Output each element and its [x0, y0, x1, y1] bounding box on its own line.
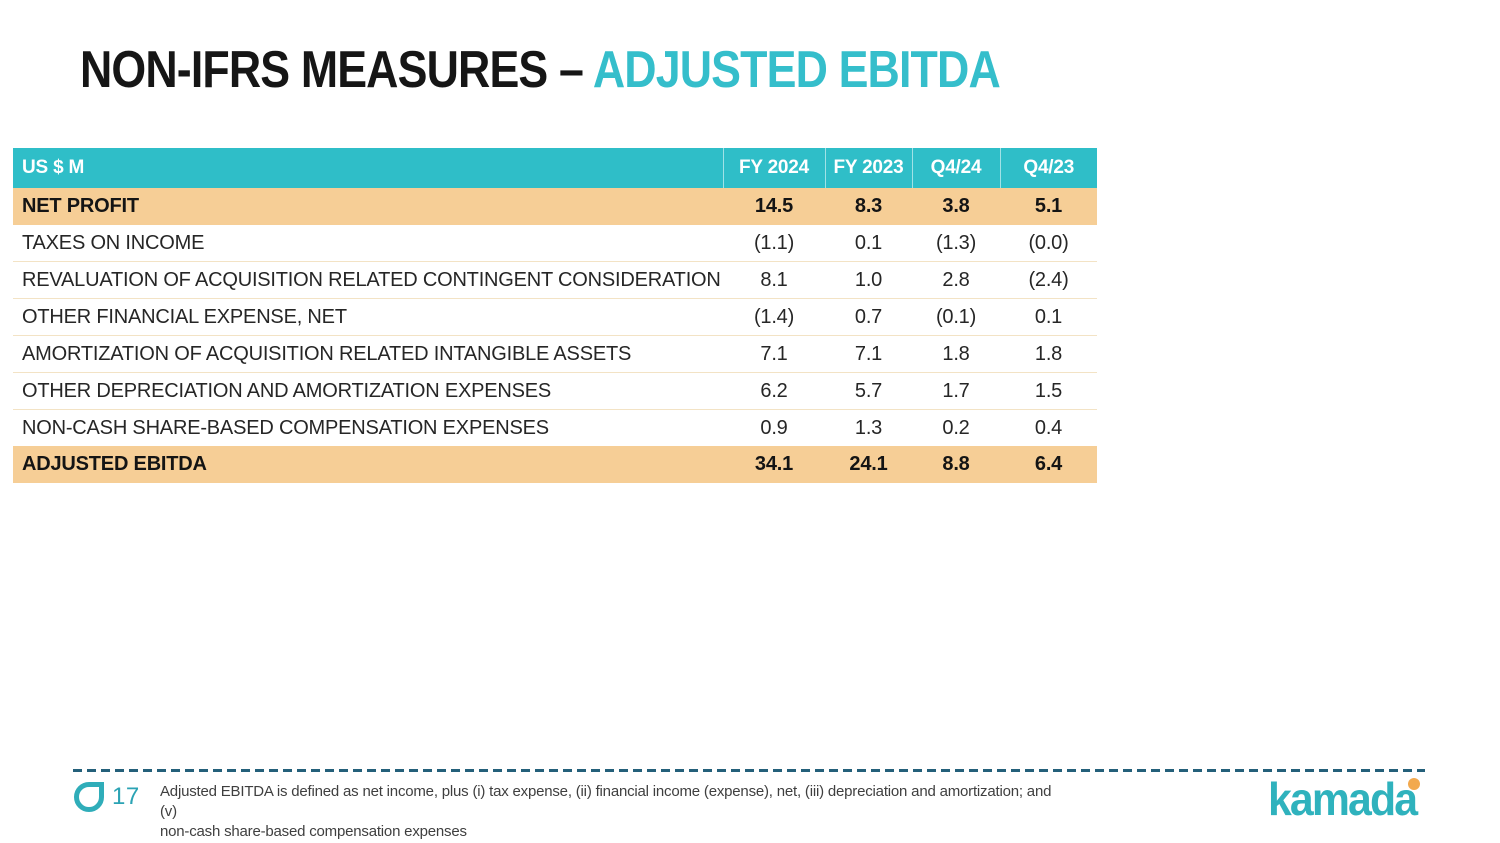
table-row: OTHER DEPRECIATION AND AMORTIZATION EXPE…	[13, 372, 1097, 410]
footnote-line-1: Adjusted EBITDA is defined as net income…	[160, 783, 1052, 820]
kamada-logo: kamada	[1268, 770, 1428, 825]
row-value: (0.1)	[912, 298, 1000, 336]
row-value: 5.1	[1000, 188, 1097, 225]
footer-dashed-divider	[73, 769, 1425, 772]
row-label: OTHER FINANCIAL EXPENSE, NET	[13, 298, 723, 336]
table-row: AMORTIZATION OF ACQUISITION RELATED INTA…	[13, 335, 1097, 373]
row-value: 8.8	[912, 446, 1000, 483]
row-value: 2.8	[912, 261, 1000, 299]
page-title: NON-IFRS MEASURES – ADJUSTED EBITDA	[80, 40, 1001, 100]
table-row: ADJUSTED EBITDA 34.1 24.1 8.8 6.4	[13, 446, 1097, 483]
row-value: 5.7	[825, 372, 912, 410]
row-value: 0.1	[1000, 298, 1097, 336]
row-value: 0.1	[854, 231, 883, 254]
table-column-header-2: Q4/24	[911, 148, 1000, 188]
table-row: REVALUATION OF ACQUISITION RELATED CONTI…	[13, 261, 1097, 299]
row-value: (1.4)	[723, 298, 825, 336]
table-row: NON-CASH SHARE-BASED COMPENSATION EXPENS…	[13, 409, 1097, 446]
row-label: TAXES ON INCOME	[22, 231, 205, 254]
row-value: 7.1	[825, 335, 912, 373]
financial-table: US $ M FY 2024 FY 2023 Q4/24 Q4/23 NET PROFI…	[13, 148, 1097, 483]
kamada-drop-icon	[74, 782, 104, 812]
row-value: 8.3	[825, 188, 912, 225]
row-value: 0.9	[723, 409, 825, 446]
row-value: 0.2	[912, 409, 1000, 446]
table-row: TAXES ON INCOME (1.1) 0.1 (1.3) (0.0)	[13, 225, 1097, 262]
footnote: Adjusted EBITDA is defined as net income…	[160, 782, 1060, 842]
row-value: (2.4)	[1000, 261, 1097, 299]
row-value: 8.1	[723, 261, 825, 299]
row-value: 1.3	[825, 409, 912, 446]
row-value: 1.8	[912, 335, 1000, 373]
table-row: NET PROFIT 14.5 8.3 3.8 5.1	[13, 188, 1097, 225]
row-label: NET PROFIT	[13, 188, 723, 225]
row-label: AMORTIZATION OF ACQUISITION RELATED INTA…	[13, 335, 723, 373]
row-value: 14.5	[723, 188, 825, 225]
page-title-prefix: NON-IFRS MEASURES –	[80, 41, 593, 99]
page-title-highlight: ADJUSTED EBITDA	[592, 41, 1001, 99]
row-value: 3.8	[912, 188, 1000, 225]
row-value: 1.5	[1000, 372, 1097, 410]
row-value: 7.1	[723, 335, 825, 373]
row-value: 0.7	[825, 298, 912, 336]
logo-dot	[1408, 778, 1420, 790]
table-header-row: US $ M FY 2024 FY 2023 Q4/24 Q4/23	[13, 148, 1097, 188]
table-unit-header: US $ M	[13, 148, 723, 188]
page-number: 17	[112, 783, 140, 810]
row-label: OTHER DEPRECIATION AND AMORTIZATION EXPE…	[13, 372, 723, 410]
table-row: OTHER FINANCIAL EXPENSE, NET (1.4) 0.7 (0.1…	[13, 298, 1097, 336]
table-body: NET PROFIT 14.5 8.3 3.8 5.1 TAXES ON INCOME (1…	[13, 188, 1097, 483]
table-column-header-0: FY 2024	[722, 148, 825, 188]
row-value: 1.7	[912, 372, 1000, 410]
row-label: NON-CASH SHARE-BASED COMPENSATION EXPENS…	[13, 409, 723, 446]
table-column-header-1: FY 2023	[824, 148, 912, 188]
row-value: (1.3)	[935, 231, 977, 254]
table-column-header-3: Q4/23	[999, 148, 1097, 188]
row-value: 34.1	[723, 446, 825, 483]
row-value: 0.4	[1000, 409, 1097, 446]
row-value: (1.1)	[753, 231, 795, 254]
row-label: ADJUSTED EBITDA	[13, 446, 723, 483]
row-value: 6.2	[723, 372, 825, 410]
row-value: 24.1	[825, 446, 912, 483]
row-value: 1.0	[825, 261, 912, 299]
footnote-line-2: non-cash share-based compensation expens…	[160, 823, 467, 840]
row-value: 6.4	[1000, 446, 1097, 483]
kamada-logo-text: kamada	[1268, 773, 1418, 825]
row-value: (0.0)	[1028, 231, 1069, 254]
row-label: REVALUATION OF ACQUISITION RELATED CONTI…	[13, 261, 723, 299]
row-value: 1.8	[1000, 335, 1097, 373]
